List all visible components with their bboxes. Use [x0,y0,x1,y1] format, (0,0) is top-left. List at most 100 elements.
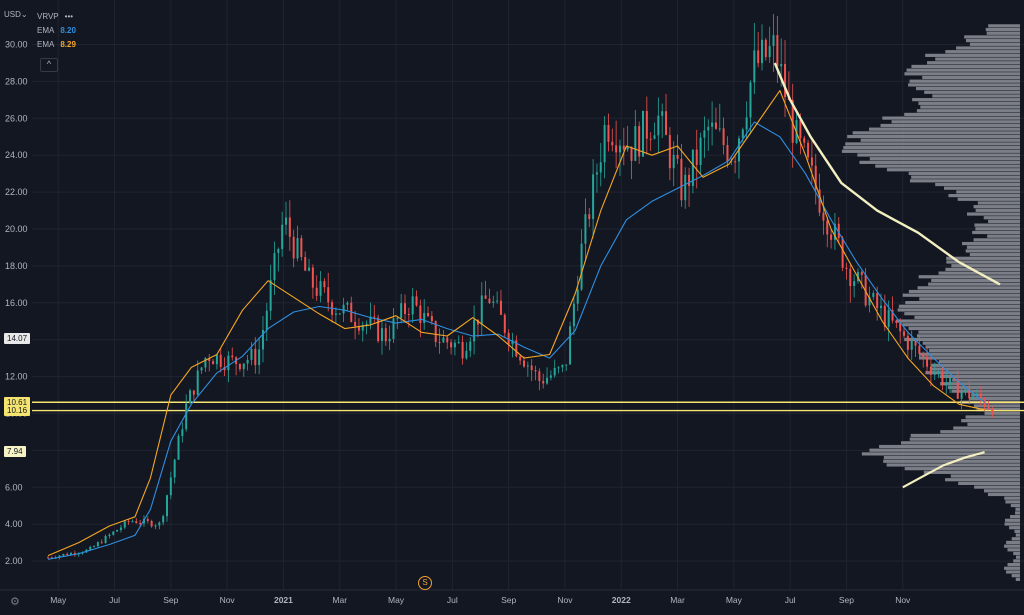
candle-body [515,340,518,357]
x-tick-label[interactable]: Mar [670,595,685,605]
volume-profile-bar [904,72,1020,76]
candle-body [707,126,710,131]
volume-profile-bar [975,227,1020,231]
candle-body [922,353,925,357]
volume-profile-bar [904,312,1020,316]
candle-body [169,477,172,496]
candle-body [327,287,330,303]
candle-body [258,349,261,366]
volume-profile-bar [868,127,1020,131]
ema1-row[interactable]: EMA 8.20 [37,24,76,38]
y-tick-label[interactable]: 22.00 [5,187,28,197]
more-icon[interactable]: ••• [64,12,74,21]
candle-body [119,527,122,531]
y-tick-label[interactable]: 20.00 [5,224,28,234]
x-tick-label[interactable]: Nov [895,595,911,605]
y-tick-label[interactable]: 4.00 [5,519,23,529]
gear-icon[interactable]: ⚙ [10,596,20,608]
volume-profile-bar [985,27,1020,32]
x-tick-label[interactable]: May [726,595,743,605]
volume-profile-bar [969,42,1020,46]
x-tick-label[interactable]: 2021 [274,595,293,605]
x-tick-label[interactable]: Sep [501,595,516,605]
price-tag[interactable]: 10.16 [4,405,31,417]
x-tick-label[interactable]: Jul [785,595,796,605]
price-tag[interactable]: 10.61 [4,396,31,408]
volume-profile-bar [935,57,1020,61]
x-tick-label[interactable]: May [50,595,67,605]
currency-selector[interactable]: USD⌄ [4,10,28,19]
volume-profile-bar [940,430,1020,434]
x-tick-label[interactable]: Jul [109,595,120,605]
candle-body [219,354,222,367]
y-tick-label[interactable]: 28.00 [5,76,28,86]
y-tick-label[interactable]: 26.00 [5,113,28,123]
volume-profile-bar [945,50,1020,54]
candle-body [868,296,871,306]
collapse-legend-button[interactable]: ^ [40,58,58,72]
volume-profile-bar [902,293,1020,297]
x-tick-label[interactable]: 2022 [612,595,631,605]
candle-body [749,82,752,118]
candle-body [442,337,445,343]
volume-profile-bar [953,426,1020,430]
candle-body [323,281,326,288]
y-tick-label[interactable]: 12.00 [5,372,28,382]
candle-body [776,35,779,67]
candle-body [899,322,902,332]
candle-body [473,319,476,342]
x-axis[interactable]: May Jul Sep Nov 2021 Mar May Jul Sep Nov 2022 Mar Ma… [0,589,1024,605]
candle-body [484,295,487,299]
candle-body [146,519,149,521]
candle-body [718,128,721,130]
x-tick-label[interactable]: Mar [332,595,347,605]
candle-body [354,321,357,327]
indicator-legend: VRVP ••• EMA 8.20 EMA 8.29 [37,10,76,52]
volume-profile-bar [950,474,1020,478]
candle-body [611,141,614,146]
y-tick-label[interactable]: 18.00 [5,261,28,271]
candle-body [849,268,852,287]
volume-profile-bar [945,267,1020,271]
split-event-badge[interactable]: S [418,576,432,590]
candle-body [833,223,836,240]
volume-profile-bar [912,98,1020,102]
y-tick-label[interactable]: 24.00 [5,150,28,160]
x-tick-label[interactable]: May [388,595,405,605]
x-tick-label[interactable]: Nov [557,595,573,605]
candle-body [642,110,644,157]
horizontal-lines[interactable] [32,401,1024,412]
y-tick-label[interactable]: 2.00 [5,556,23,566]
volume-profile-bar [969,253,1020,257]
candle-body [784,64,787,98]
candle-body [369,316,372,324]
volume-profile-bar [951,264,1020,268]
ema-line [47,90,985,557]
x-tick-label[interactable]: Sep [839,595,854,605]
candle-body [991,408,994,415]
x-tick-label[interactable]: Jul [447,595,458,605]
volume-profile-bar [918,275,1020,279]
candle-body [557,367,560,369]
candle-body [392,318,395,339]
volume-profile-bar [886,168,1020,172]
candle-body [665,111,668,135]
candle-body [73,553,76,555]
x-tick-label[interactable]: Nov [220,595,236,605]
y-tick-label[interactable]: 6.00 [5,482,23,492]
candle-body [261,330,264,350]
x-tick-label[interactable]: Sep [163,595,178,605]
candle-body [192,390,195,395]
candle-body [764,39,767,58]
vrvp-row[interactable]: VRVP ••• [37,10,76,24]
ema2-row[interactable]: EMA 8.29 [37,38,76,52]
volume-profile-bar [916,334,1020,338]
price-tag[interactable]: 14.07 [4,332,31,344]
y-axis[interactable]: 2.004.006.008.0010.0012.0014.0016.0018.0… [5,40,28,567]
volume-profile-bar [908,171,1020,176]
price-tag[interactable]: 7.94 [4,446,26,457]
y-tick-label[interactable]: 16.00 [5,298,28,308]
y-tick-label[interactable]: 30.00 [5,40,28,50]
volume-profile-bar [1015,533,1020,537]
